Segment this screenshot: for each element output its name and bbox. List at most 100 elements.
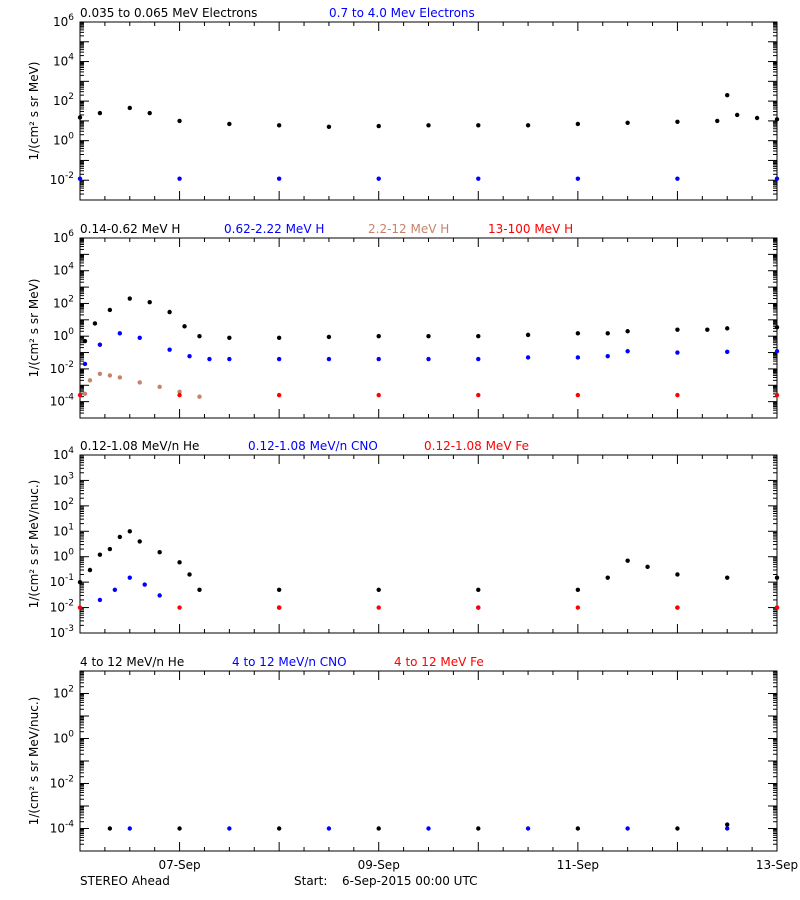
data-point <box>167 347 172 352</box>
y-tick-label: 100 <box>53 548 74 564</box>
data-point <box>625 558 630 563</box>
data-point <box>177 392 182 398</box>
data-point <box>276 123 282 128</box>
data-point <box>476 356 481 362</box>
data-point <box>197 394 202 399</box>
data-point <box>137 380 142 385</box>
data-point <box>326 124 332 130</box>
data-point <box>197 587 202 592</box>
data-point <box>376 333 381 339</box>
data-point <box>675 572 680 577</box>
data-point <box>127 105 132 111</box>
data-point <box>97 110 103 116</box>
legend-0-12-1-08-mev-n-cno: 0.12-1.08 MeV/n CNO <box>248 439 378 453</box>
data-point <box>476 333 481 339</box>
data-point <box>142 582 147 587</box>
y-tick-label: 102 <box>53 497 74 513</box>
data-point <box>376 356 381 362</box>
y-tick-label: 10-1 <box>50 573 74 589</box>
data-point <box>675 605 680 610</box>
data-point <box>625 329 630 334</box>
data-point <box>227 356 232 362</box>
data-point <box>112 587 118 592</box>
data-point <box>276 826 282 831</box>
panel-2: 106 104 102 100 10-2 10-4 1/(cm² s sr MeV) 0.14… <box>27 222 780 419</box>
data-point <box>87 567 93 573</box>
data-point <box>426 123 431 128</box>
panel-3: 104 103 102 101 100 10-1 10-2 10-3 1/(cm² s sr M… <box>27 439 780 640</box>
y-tick-label: 102 <box>53 685 74 701</box>
legend-0-62-2-22-mev-h: 0.62-2.22 MeV H <box>224 222 324 236</box>
y-tick-label: 103 <box>53 471 74 487</box>
data-point <box>476 587 481 592</box>
data-point <box>575 826 581 831</box>
data-point <box>187 572 192 577</box>
data-point <box>117 331 123 336</box>
data-point <box>725 826 730 831</box>
data-point <box>774 575 780 580</box>
y-tick-label: 106 <box>53 229 74 245</box>
series-0-12-1-08-mev-n-he <box>77 529 780 592</box>
plot-frame <box>79 670 778 852</box>
data-point <box>107 546 113 552</box>
data-point <box>77 392 83 398</box>
data-point <box>276 587 282 592</box>
data-point <box>575 605 581 610</box>
data-point <box>137 539 142 544</box>
data-point <box>376 392 381 398</box>
data-point <box>575 176 581 181</box>
data-point <box>177 605 182 610</box>
data-point <box>376 176 381 181</box>
data-point <box>675 119 680 124</box>
data-point <box>147 110 152 116</box>
data-point <box>645 564 650 570</box>
data-point <box>127 826 132 831</box>
y-tick-label: 10-3 <box>50 624 74 640</box>
data-point <box>227 335 232 340</box>
data-point <box>137 335 142 340</box>
data-point <box>675 327 680 332</box>
y-tick-label: 104 <box>53 53 74 69</box>
data-point <box>276 605 282 610</box>
data-point <box>92 321 98 326</box>
data-point <box>227 121 232 127</box>
y-tick-label: 100 <box>53 327 74 343</box>
data-point <box>705 327 710 332</box>
y-tick-label: 106 <box>53 13 74 29</box>
data-point <box>326 826 332 831</box>
data-point <box>97 371 103 377</box>
legend-0-7-to-4-0-mev-electrons: 0.7 to 4.0 Mev Electrons <box>329 6 475 20</box>
plot-frame <box>79 454 778 634</box>
data-point <box>625 826 630 831</box>
data-point <box>774 176 780 181</box>
data-point <box>117 534 123 540</box>
series-0-12-1-08-mev-n-cno <box>97 575 780 610</box>
y-axis-label: 1/(cm² s sr MeV) <box>27 279 41 378</box>
data-point <box>476 123 481 128</box>
data-point <box>157 384 162 390</box>
data-point <box>605 331 610 336</box>
data-point <box>107 373 113 378</box>
legend-0-12-1-08-mev-n-he: 0.12-1.08 MeV/n He <box>80 439 199 453</box>
data-point <box>127 575 132 580</box>
legend-0-12-1-08-mev-fe: 0.12-1.08 MeV Fe <box>424 439 529 453</box>
data-point <box>525 123 531 128</box>
data-point <box>774 325 780 330</box>
data-point <box>147 299 152 305</box>
data-point <box>754 115 760 121</box>
data-point <box>426 356 431 362</box>
data-point <box>426 826 431 831</box>
y-tick-label: 104 <box>53 262 74 278</box>
data-point <box>77 176 83 181</box>
data-point <box>182 324 187 329</box>
data-point <box>177 176 182 181</box>
legend-0-035-to-0-065-mev-electrons: 0.035 to 0.065 MeV Electrons <box>80 6 257 20</box>
x-tick-label: 07-Sep <box>158 858 200 872</box>
data-point <box>376 123 381 129</box>
data-point <box>525 826 531 831</box>
data-point <box>177 560 182 565</box>
data-point <box>177 389 182 394</box>
data-point <box>675 392 680 398</box>
start-prefix: Start: <box>294 874 327 888</box>
